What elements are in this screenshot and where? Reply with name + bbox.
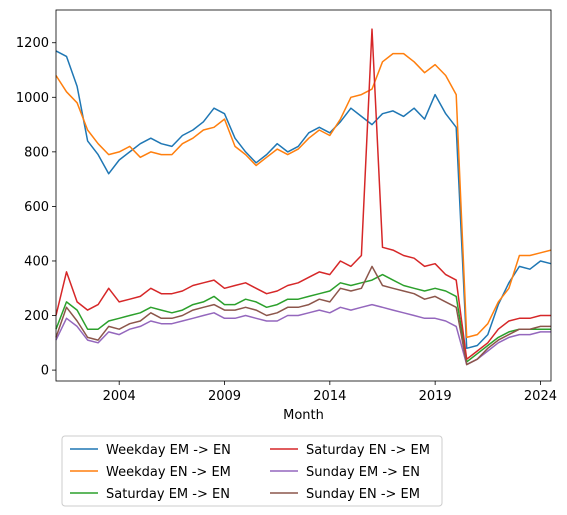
series-line-6 (55, 265, 551, 366)
x-tick-label: 2019 (419, 389, 452, 404)
x-axis-label: Month (283, 408, 324, 423)
y-tick-label: 800 (24, 145, 49, 160)
series-line-1 (55, 50, 552, 350)
y-axis: 0 200 400 600 800 1000 1200 (16, 36, 56, 379)
series-line-2 (55, 52, 552, 339)
y-tick-label: 0 (41, 364, 49, 379)
legend-frame (61, 435, 443, 507)
legend-label: Sunday EM -> EN (306, 465, 420, 480)
x-tick-label: 2004 (103, 389, 136, 404)
x-tick-label: 2024 (524, 389, 557, 404)
legend: Weekday EM -> EN Weekday EN -> EM Saturday… (61, 435, 443, 507)
x-axis: 2004 2009 2014 2019 2024 (103, 381, 557, 404)
x-tick-label: 2009 (208, 389, 241, 404)
x-tick-label: 2014 (313, 389, 346, 404)
series-line-4 (55, 28, 551, 360)
y-tick-label: 200 (24, 309, 49, 324)
plot-frame (55, 9, 552, 382)
legend-label: Weekday EM -> EN (106, 443, 231, 458)
y-tick-label: 1000 (16, 91, 49, 106)
legend-label: Saturday EM -> EN (106, 487, 230, 502)
legend-label: Sunday EN -> EM (306, 487, 420, 502)
series-line-3 (55, 273, 551, 363)
y-tick-label: 400 (24, 254, 49, 269)
y-tick-label: 1200 (16, 36, 49, 51)
legend-label: Weekday EN -> EM (106, 465, 231, 480)
series-layer (55, 28, 552, 366)
legend-label: Saturday EN -> EM (306, 443, 430, 458)
y-tick-label: 600 (24, 200, 49, 215)
